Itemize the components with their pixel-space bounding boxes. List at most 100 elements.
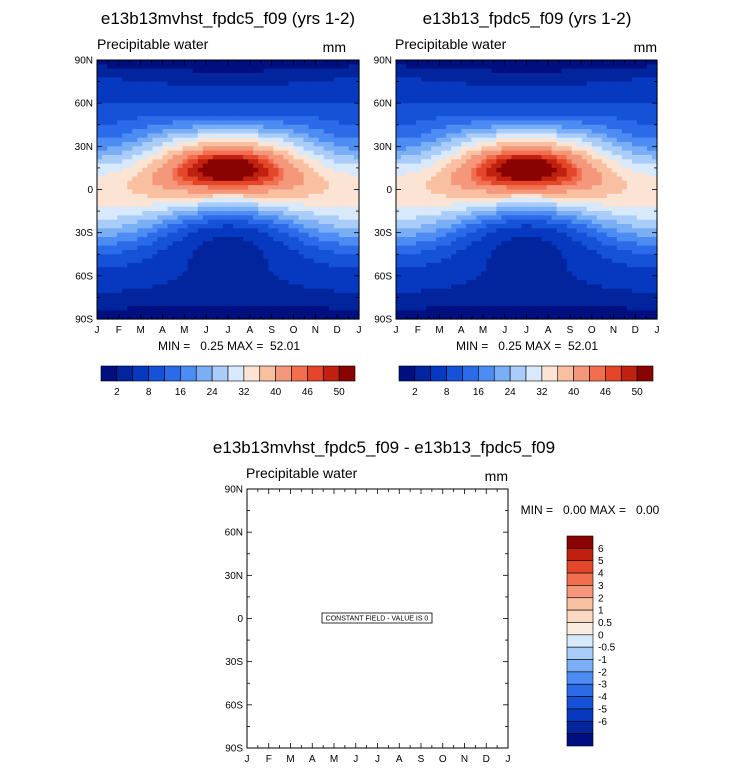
field-cell: [142, 116, 148, 122]
field-cell: [481, 124, 487, 130]
field-cell: [182, 202, 189, 208]
field-cell: [303, 90, 310, 96]
field-cell: [157, 284, 164, 290]
field-cell: [476, 189, 482, 195]
field-cell: [481, 150, 487, 156]
field-cell: [576, 85, 583, 91]
field-cell: [258, 301, 264, 307]
field-cell: [147, 180, 154, 186]
field-cell: [97, 193, 103, 199]
field-cell: [137, 232, 143, 238]
field-cell: [416, 146, 422, 152]
field-cell: [233, 202, 239, 208]
field-cell: [501, 64, 508, 70]
field-cell: [217, 167, 224, 173]
field-cell: [268, 236, 274, 242]
field-cell: [243, 98, 249, 104]
field-cell: [616, 120, 623, 126]
field-cell: [212, 310, 219, 316]
field-cell: [157, 215, 164, 221]
field-cell: [333, 68, 340, 74]
field-cell: [298, 297, 305, 303]
field-cell: [323, 98, 330, 104]
field-cell: [601, 172, 608, 178]
field-cell: [268, 314, 274, 320]
field-cell: [298, 163, 305, 169]
field-cell: [486, 64, 492, 70]
field-cell: [127, 241, 133, 247]
field-cell: [441, 133, 447, 139]
field-cell: [117, 176, 123, 182]
field-cell: [253, 120, 259, 126]
field-cell: [551, 107, 558, 113]
field-cell: [102, 146, 108, 152]
field-cell: [187, 271, 194, 277]
field-cell: [127, 98, 133, 104]
field-cell: [147, 81, 154, 87]
field-cell: [541, 111, 548, 117]
field-cell: [353, 206, 360, 212]
field-cell: [162, 211, 169, 216]
field-cell: [441, 124, 447, 130]
field-cell: [177, 185, 184, 191]
field-cell: [566, 98, 573, 104]
field-cell: [238, 301, 244, 307]
field-cell: [202, 293, 209, 299]
field-cell: [222, 133, 229, 139]
field-cell: [466, 107, 472, 113]
field-cell: [546, 180, 553, 186]
field-cell: [212, 306, 219, 311]
field-cell: [486, 85, 492, 91]
field-cell: [586, 150, 593, 156]
field-cell: [421, 98, 427, 104]
field-cell: [298, 206, 305, 212]
field-cell: [333, 116, 340, 122]
field-cell: [288, 211, 295, 216]
field-cell: [636, 167, 643, 173]
field-cell: [192, 232, 199, 238]
field-cell: [122, 68, 128, 74]
field-cell: [338, 293, 345, 299]
field-cell: [112, 180, 118, 186]
field-cell: [561, 116, 568, 122]
field-cell: [132, 154, 138, 160]
field-cell: [187, 193, 194, 199]
field-cell: [127, 193, 133, 199]
field-cell: [536, 124, 543, 130]
field-cell: [268, 185, 274, 191]
field-cell: [323, 211, 330, 216]
field-cell: [248, 215, 254, 221]
field-cell: [566, 94, 573, 100]
field-cell: [646, 94, 653, 100]
field-cell: [122, 314, 128, 320]
field-cell: [197, 60, 204, 65]
field-cell: [137, 215, 143, 221]
field-cell: [591, 172, 598, 178]
field-cell: [611, 72, 618, 78]
field-cell: [97, 129, 103, 134]
field-cell: [586, 137, 593, 143]
field-cell: [122, 258, 128, 264]
field-cell: [253, 271, 259, 277]
field-cell: [207, 211, 214, 216]
field-cell: [338, 146, 345, 152]
field-cell: [233, 81, 239, 87]
field-cell: [396, 172, 402, 178]
field-cell: [112, 150, 118, 156]
field-cell: [202, 64, 209, 70]
field-cell: [202, 167, 209, 173]
field-cell: [333, 288, 340, 294]
field-cell: [396, 116, 402, 122]
field-cell: [526, 94, 533, 100]
field-cell: [626, 111, 633, 117]
field-cell: [318, 267, 325, 273]
field-cell: [112, 245, 118, 251]
field-cell: [212, 120, 219, 126]
field-cell: [556, 64, 563, 70]
field-cell: [268, 64, 274, 70]
field-cell: [172, 280, 179, 286]
field-cell: [651, 159, 658, 165]
field-cell: [348, 150, 355, 156]
field-cell: [501, 154, 508, 160]
field-cell: [586, 103, 593, 109]
